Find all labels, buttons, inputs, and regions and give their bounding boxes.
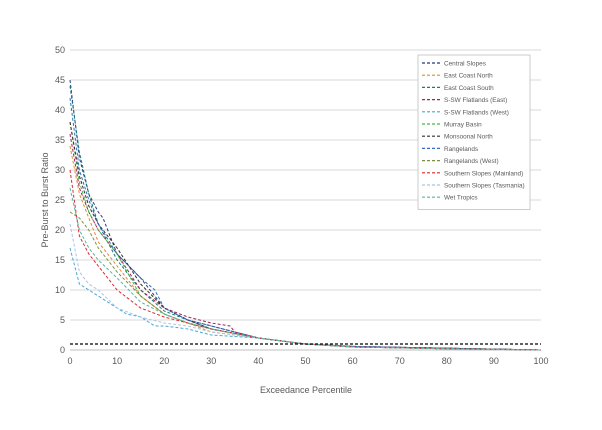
legend-entry-label: East Coast South: [444, 85, 494, 92]
x-tick-label: 70: [395, 356, 405, 366]
series-line: [69, 247, 542, 351]
legend-entry-label: S-SW Flatlands (East): [444, 97, 507, 104]
x-tick-label: 80: [442, 356, 452, 366]
legend: Central Slopes East Coast North East Coast…: [417, 54, 531, 210]
legend-entry-label: Southern Slopes (Tasmania): [444, 183, 525, 190]
legend-box: [417, 54, 531, 210]
series-lines: [69, 79, 542, 351]
x-tick-label: 0: [67, 356, 72, 366]
series-line: [69, 187, 542, 351]
y-tick-label: 5: [60, 315, 65, 325]
legend-entry-label: East Coast North: [444, 73, 493, 80]
x-tick-label: 40: [253, 356, 263, 366]
series-line: [69, 169, 542, 351]
y-tick-label: 45: [55, 75, 65, 85]
y-tick-label: 40: [55, 105, 65, 115]
legend-entry-label: Central Slopes: [444, 61, 486, 68]
y-tick-label: 25: [55, 195, 65, 205]
series-line: [69, 211, 542, 351]
axes: 0 5 10 15 20 25 30 35 40 45 50 0 10 20 30 40 50 60 70 80 90 1…: [55, 45, 549, 366]
legend-entry-label: Southern Slopes (Mainland): [444, 170, 523, 177]
x-tick-label: 60: [348, 356, 358, 366]
x-tick-label: 10: [112, 356, 122, 366]
y-tick-label: 35: [55, 135, 65, 145]
y-tick-label: 10: [55, 285, 65, 295]
series-line: [69, 223, 542, 351]
x-tick-label: 90: [489, 356, 499, 366]
y-tick-label: 30: [55, 165, 65, 175]
y-tick-label: 20: [55, 225, 65, 235]
y-tick-label: 50: [55, 45, 65, 55]
legend-entry-label: Wet Tropics: [444, 195, 478, 202]
x-axis-label: Exceedance Percentile: [260, 385, 352, 395]
legend-entry-label: Monsoonal North: [444, 134, 493, 141]
x-tick-label: 20: [159, 356, 169, 366]
legend-entry-label: Rangelands (West): [444, 158, 499, 165]
y-axis-label: Pre-Burst to Burst Ratio: [40, 152, 50, 247]
legend-entry-label: S-SW Flatlands (West): [444, 109, 509, 116]
legend-entry-label: Rangelands: [444, 146, 478, 153]
legend-entry-label: Murray Basin: [444, 122, 482, 129]
y-tick-label: 0: [60, 345, 65, 355]
y-tick-label: 15: [55, 255, 65, 265]
x-tick-label: 30: [206, 356, 216, 366]
x-tick-label: 100: [533, 356, 548, 366]
x-tick-label: 50: [300, 356, 310, 366]
